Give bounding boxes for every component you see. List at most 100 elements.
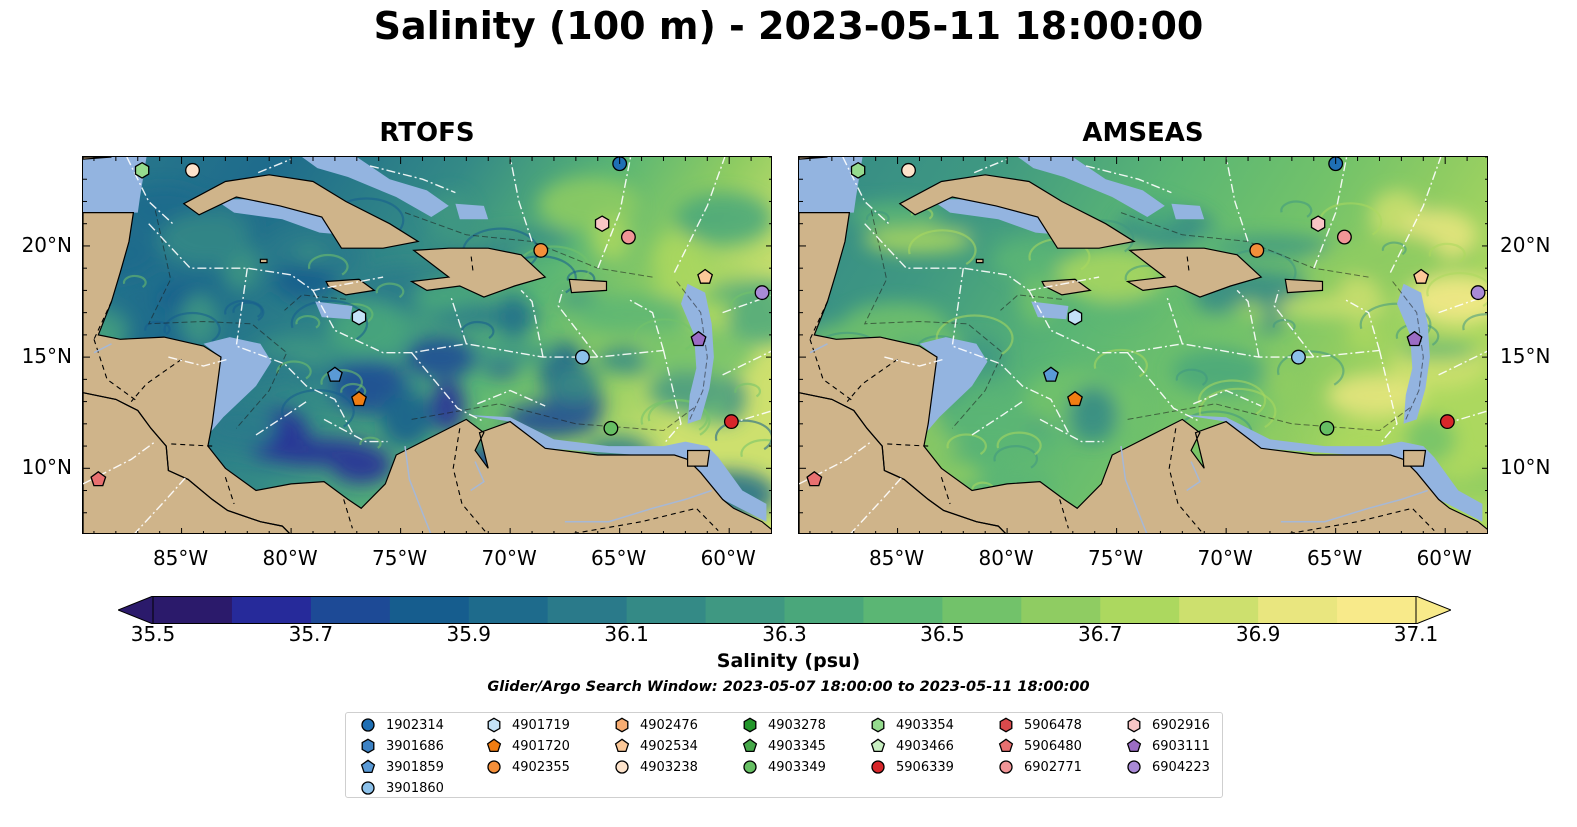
float-marker-4901719: [351, 308, 367, 326]
legend-symbol-4903238: [615, 760, 629, 774]
colorbar-segment: [310, 596, 391, 624]
legend-marker-hexagon-icon: [361, 738, 375, 754]
legend-label: 4903466: [896, 738, 954, 754]
legend-label: 6902916: [1152, 717, 1210, 733]
legend-marker-hexagon-icon: [871, 717, 885, 733]
search-window-text: Glider/Argo Search Window: 2023-05-07 18…: [487, 679, 1090, 695]
float-marker-6904223: [754, 285, 770, 301]
legend-symbol-4903278: [743, 717, 757, 733]
colorbar-tick-label-6: 36.7: [1077, 622, 1123, 646]
legend-symbol-5906339: [871, 760, 885, 774]
lon-tick-label-amseas-0: 85°W: [868, 546, 925, 570]
float-marker-4901720: [1067, 390, 1083, 407]
lat-tick-label-right-2: 10°N: [1500, 455, 1551, 480]
legend-marker-circle-icon: [361, 718, 375, 732]
float-marker-3901859: [1042, 366, 1059, 382]
colorbar-segment: [1337, 596, 1417, 624]
lon-tick-label-amseas-3: 70°W: [1197, 546, 1253, 570]
float-marker-4903238: [185, 162, 200, 178]
lon-tick-label-amseas-4: 65°W: [1307, 546, 1363, 570]
legend-marker-hexagon-icon: [487, 717, 501, 733]
legend-symbol-4903466: [870, 738, 886, 753]
legend-label: 4903349: [768, 759, 826, 775]
float-marker-6902916: [1310, 215, 1326, 233]
legend-label: 4901720: [512, 738, 570, 754]
legend-label: 4903345: [768, 738, 826, 754]
legend-label: 1902314: [386, 717, 444, 733]
colorbar-extend-high: [1415, 596, 1451, 624]
legend-marker-circle-icon: [361, 781, 375, 795]
rtofs-map: [83, 157, 771, 533]
colorbar: [118, 596, 1451, 624]
colorbar-segment: [705, 596, 786, 624]
legend-symbol-3901686: [361, 738, 375, 754]
float-marker-6904223: [1470, 285, 1486, 301]
legend-label: 3901860: [386, 780, 444, 796]
colorbar-segment: [468, 596, 549, 624]
colorbar-segment: [1179, 596, 1259, 624]
legend-label: 6902771: [1024, 759, 1082, 775]
legend-item-4902355: 4902355: [486, 757, 570, 777]
lat-tick-label-left-2: 10°N: [21, 455, 72, 480]
float-marker-4901720: [351, 390, 367, 407]
colorbar-tick-label-4: 36.3: [762, 622, 807, 646]
colorbar-segment: [863, 596, 943, 624]
float-marker-4902355: [533, 242, 549, 258]
lat-tick-label-right-0: 20°N: [1500, 232, 1551, 257]
lon-tick-label-rtofs-4: 65°W: [591, 546, 647, 570]
float-marker-4903349: [603, 420, 619, 436]
legend-symbol-4902534: [614, 738, 630, 753]
lon-tick-label-rtofs-0: 85°W: [152, 546, 209, 570]
legend-item-5906478: 5906478: [998, 715, 1082, 735]
legend-symbol-6902916: [1127, 717, 1141, 733]
legend-label: 6903111: [1152, 738, 1210, 754]
float-marker-6902771: [620, 229, 636, 245]
lon-tick-label-amseas-2: 75°W: [1087, 546, 1144, 570]
legend-item-4903466: 4903466: [870, 736, 954, 756]
amseas-map-panel: [798, 156, 1488, 534]
legend-label: 4903238: [640, 759, 698, 775]
colorbar-segment: [1258, 596, 1338, 624]
colorbar-label: Salinity (psu): [716, 650, 861, 672]
legend-item-3901686: 3901686: [360, 736, 444, 756]
legend-item-5906339: 5906339: [870, 757, 954, 777]
panel-title-rtofs: RTOFS: [379, 118, 475, 148]
legend-marker-pentagon-icon: [614, 738, 630, 753]
colorbar-tick-label-1: 35.7: [288, 622, 334, 646]
legend-marker-pentagon-icon: [870, 738, 886, 753]
float-marker-4902355: [1249, 242, 1265, 258]
legend-label: 4902476: [640, 717, 698, 733]
colorbar-tick-label-2: 35.9: [446, 622, 492, 646]
legend-marker-hexagon-icon: [743, 717, 757, 733]
legend-label: 4903278: [768, 717, 826, 733]
float-marker-6903111: [1406, 330, 1423, 347]
float-marker-3901859: [326, 366, 343, 382]
legend-label: 5906478: [1024, 717, 1082, 733]
legend-marker-circle-icon: [487, 760, 501, 774]
float-marker-5906480: [90, 470, 107, 487]
colorbar-segment: [942, 596, 1022, 624]
colorbar-tick-label-3: 36.1: [604, 622, 649, 646]
legend-item-5906480: 5906480: [998, 736, 1082, 756]
colorbar-segment: [784, 596, 865, 624]
float-marker-4903354: [850, 161, 866, 179]
legend-marker-circle-icon: [1127, 760, 1141, 774]
legend-symbol-4901720: [486, 738, 502, 753]
float-marker-5906339: [723, 414, 739, 430]
colorbar-segment: [1100, 596, 1180, 624]
amseas-map: [799, 157, 1487, 533]
legend-item-4903354: 4903354: [870, 715, 954, 735]
legend-symbol-3901859: [360, 759, 376, 774]
legend-item-3901860: 3901860: [360, 778, 444, 798]
legend-label: 4901719: [512, 717, 570, 733]
float-marker-6903111: [690, 330, 707, 347]
legend-symbol-4903345: [742, 738, 758, 753]
lat-tick-label-right-1: 15°N: [1500, 344, 1551, 369]
legend-marker-hexagon-icon: [1127, 717, 1141, 733]
legend-label: 3901686: [386, 738, 444, 754]
legend-symbol-6904223: [1127, 760, 1141, 774]
float-marker-6902916: [594, 215, 610, 233]
legend-item-4902476: 4902476: [614, 715, 698, 735]
colorbar-tick-label-8: 37.1: [1393, 622, 1439, 646]
colorbar-tick-label-7: 36.9: [1235, 622, 1281, 646]
